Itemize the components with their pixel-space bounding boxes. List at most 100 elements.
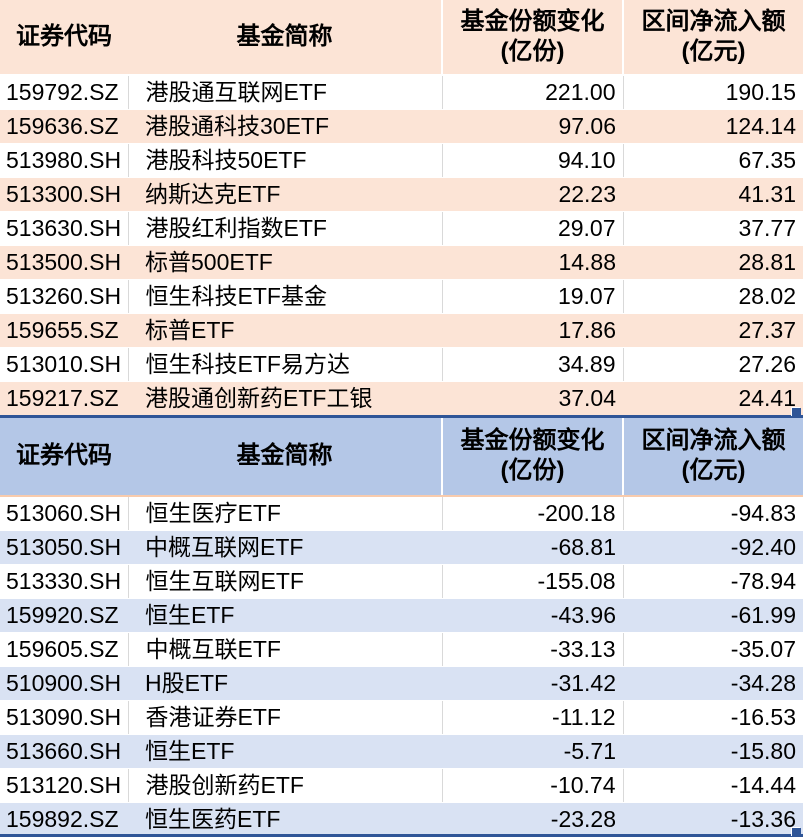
cell-share-change[interactable]: 97.06 bbox=[442, 109, 623, 144]
cell-security-code[interactable]: 513010.SH bbox=[0, 347, 129, 382]
cell-fund-name[interactable]: 恒生科技ETF易方达 bbox=[128, 347, 443, 382]
cell-net-inflow[interactable]: -94.83 bbox=[623, 496, 803, 531]
table-row[interactable]: 513060.SH 恒生医疗ETF -200.18 -94.83 bbox=[0, 496, 803, 531]
cell-security-code[interactable]: 510900.SH bbox=[0, 666, 128, 701]
cell-security-code[interactable]: 159217.SZ bbox=[0, 381, 128, 416]
cell-security-code[interactable]: 513500.SH bbox=[0, 245, 128, 280]
cell-share-change[interactable]: 17.86 bbox=[442, 313, 623, 348]
cell-share-change[interactable]: -23.28 bbox=[442, 802, 623, 837]
table-row[interactable]: 513090.SH 香港证券ETF -11.12 -16.53 bbox=[0, 700, 803, 735]
cell-fund-name[interactable]: 港股创新药ETF bbox=[128, 768, 443, 803]
cell-net-inflow[interactable]: 67.35 bbox=[623, 143, 803, 178]
cell-fund-name[interactable]: 香港证券ETF bbox=[128, 700, 443, 735]
cell-share-change[interactable]: 221.00 bbox=[442, 75, 624, 110]
table-row[interactable]: 513980.SH 港股科技50ETF 94.10 67.35 bbox=[0, 143, 803, 178]
cell-security-code[interactable]: 513260.SH bbox=[0, 279, 129, 314]
cell-net-inflow[interactable]: 24.41 bbox=[623, 381, 803, 416]
table-row[interactable]: 513500.SH 标普500ETF 14.88 28.81 bbox=[0, 245, 803, 280]
table-row[interactable]: 513300.SH 纳斯达克ETF 22.23 41.31 bbox=[0, 177, 803, 212]
cell-net-inflow[interactable]: -15.80 bbox=[623, 734, 803, 769]
table-row[interactable]: 159636.SZ 港股通科技30ETF 97.06 124.14 bbox=[0, 109, 803, 144]
cell-fund-name[interactable]: 中概互联网ETF bbox=[128, 530, 442, 565]
cell-fund-name[interactable]: 标普500ETF bbox=[128, 245, 442, 280]
table-row[interactable]: 510900.SH H股ETF -31.42 -34.28 bbox=[0, 666, 803, 701]
cell-net-inflow[interactable]: 190.15 bbox=[623, 75, 803, 110]
table-row[interactable]: 159792.SZ 港股通互联网ETF 221.00 190.15 bbox=[0, 75, 803, 110]
cell-security-code[interactable]: 513980.SH bbox=[0, 143, 129, 178]
cell-security-code[interactable]: 513330.SH bbox=[0, 564, 129, 599]
cell-share-change[interactable]: -31.42 bbox=[442, 666, 623, 701]
cell-net-inflow[interactable]: 27.37 bbox=[623, 313, 803, 348]
cell-fund-name[interactable]: 港股通科技30ETF bbox=[128, 109, 442, 144]
table-row[interactable]: 513330.SH 恒生互联网ETF -155.08 -78.94 bbox=[0, 564, 803, 599]
cell-fund-name[interactable]: 恒生科技ETF基金 bbox=[128, 279, 443, 314]
cell-net-inflow[interactable]: -78.94 bbox=[623, 564, 803, 599]
table-row[interactable]: 513120.SH 港股创新药ETF -10.74 -14.44 bbox=[0, 768, 803, 803]
cell-share-change[interactable]: 14.88 bbox=[442, 245, 623, 280]
cell-fund-name[interactable]: 港股通创新药ETF工银 bbox=[128, 381, 442, 416]
cell-net-inflow[interactable]: -34.28 bbox=[623, 666, 803, 701]
table-row[interactable]: 513630.SH 港股红利指数ETF 29.07 37.77 bbox=[0, 211, 803, 246]
cell-share-change[interactable]: 94.10 bbox=[442, 143, 624, 178]
cell-fund-name[interactable]: 港股红利指数ETF bbox=[128, 211, 443, 246]
cell-security-code[interactable]: 159636.SZ bbox=[0, 109, 128, 144]
cell-share-change[interactable]: -10.74 bbox=[442, 768, 624, 803]
cell-share-change[interactable]: 29.07 bbox=[442, 211, 624, 246]
cell-net-inflow[interactable]: 37.77 bbox=[623, 211, 803, 246]
cell-share-change[interactable]: -68.81 bbox=[442, 530, 623, 565]
cell-share-change[interactable]: 34.89 bbox=[442, 347, 624, 382]
cell-net-inflow[interactable]: -13.36 bbox=[623, 802, 803, 837]
cell-net-inflow[interactable]: 28.81 bbox=[623, 245, 803, 280]
cell-fund-name[interactable]: 纳斯达克ETF bbox=[128, 177, 442, 212]
cell-share-change[interactable]: -11.12 bbox=[442, 700, 624, 735]
cell-security-code[interactable]: 159792.SZ bbox=[0, 75, 129, 110]
cell-net-inflow[interactable]: 124.14 bbox=[623, 109, 803, 144]
cell-share-change[interactable]: -33.13 bbox=[442, 632, 624, 667]
cell-net-inflow[interactable]: -35.07 bbox=[623, 632, 803, 667]
cell-fund-name[interactable]: 恒生ETF bbox=[128, 734, 442, 769]
cell-share-change[interactable]: 22.23 bbox=[442, 177, 623, 212]
cell-fund-name[interactable]: H股ETF bbox=[128, 666, 442, 701]
cell-share-change[interactable]: -155.08 bbox=[442, 564, 624, 599]
cell-net-inflow[interactable]: -61.99 bbox=[623, 598, 803, 633]
cell-share-change[interactable]: -43.96 bbox=[442, 598, 623, 633]
table-row[interactable]: 513050.SH 中概互联网ETF -68.81 -92.40 bbox=[0, 530, 803, 565]
cell-fund-name[interactable]: 恒生互联网ETF bbox=[128, 564, 443, 599]
cell-net-inflow[interactable]: -16.53 bbox=[623, 700, 803, 735]
cell-net-inflow[interactable]: -92.40 bbox=[623, 530, 803, 565]
cell-net-inflow[interactable]: 27.26 bbox=[623, 347, 803, 382]
cell-share-change[interactable]: 37.04 bbox=[442, 381, 623, 416]
cell-fund-name[interactable]: 恒生ETF bbox=[128, 598, 442, 633]
table-row[interactable]: 159892.SZ 恒生医药ETF -23.28 -13.36 bbox=[0, 802, 803, 837]
cell-share-change[interactable]: 19.07 bbox=[442, 279, 624, 314]
cell-fund-name[interactable]: 恒生医药ETF bbox=[128, 802, 442, 837]
cell-security-code[interactable]: 159920.SZ bbox=[0, 598, 128, 633]
cell-security-code[interactable]: 513630.SH bbox=[0, 211, 129, 246]
table-row[interactable]: 513260.SH 恒生科技ETF基金 19.07 28.02 bbox=[0, 279, 803, 314]
cell-net-inflow[interactable]: 41.31 bbox=[623, 177, 803, 212]
cell-security-code[interactable]: 513660.SH bbox=[0, 734, 128, 769]
fill-handle-bottom-table[interactable] bbox=[792, 828, 801, 837]
cell-security-code[interactable]: 513300.SH bbox=[0, 177, 128, 212]
table-row[interactable]: 513660.SH 恒生ETF -5.71 -15.80 bbox=[0, 734, 803, 769]
table-row[interactable]: 159920.SZ 恒生ETF -43.96 -61.99 bbox=[0, 598, 803, 633]
cell-security-code[interactable]: 513120.SH bbox=[0, 768, 129, 803]
cell-net-inflow[interactable]: 28.02 bbox=[623, 279, 803, 314]
table-row[interactable]: 159217.SZ 港股通创新药ETF工银 37.04 24.41 bbox=[0, 381, 803, 416]
cell-fund-name[interactable]: 标普ETF bbox=[128, 313, 442, 348]
cell-fund-name[interactable]: 恒生医疗ETF bbox=[128, 496, 443, 531]
table-row[interactable]: 159605.SZ 中概互联ETF -33.13 -35.07 bbox=[0, 632, 803, 667]
cell-fund-name[interactable]: 中概互联ETF bbox=[128, 632, 443, 667]
cell-net-inflow[interactable]: -14.44 bbox=[623, 768, 803, 803]
cell-fund-name[interactable]: 港股科技50ETF bbox=[128, 143, 443, 178]
cell-security-code[interactable]: 513060.SH bbox=[0, 496, 129, 531]
table-row[interactable]: 513010.SH 恒生科技ETF易方达 34.89 27.26 bbox=[0, 347, 803, 382]
cell-share-change[interactable]: -5.71 bbox=[442, 734, 623, 769]
cell-security-code[interactable]: 159605.SZ bbox=[0, 632, 129, 667]
cell-security-code[interactable]: 513050.SH bbox=[0, 530, 128, 565]
cell-security-code[interactable]: 513090.SH bbox=[0, 700, 129, 735]
table-row[interactable]: 159655.SZ 标普ETF 17.86 27.37 bbox=[0, 313, 803, 348]
cell-security-code[interactable]: 159892.SZ bbox=[0, 802, 128, 837]
cell-fund-name[interactable]: 港股通互联网ETF bbox=[128, 75, 443, 110]
cell-security-code[interactable]: 159655.SZ bbox=[0, 313, 128, 348]
